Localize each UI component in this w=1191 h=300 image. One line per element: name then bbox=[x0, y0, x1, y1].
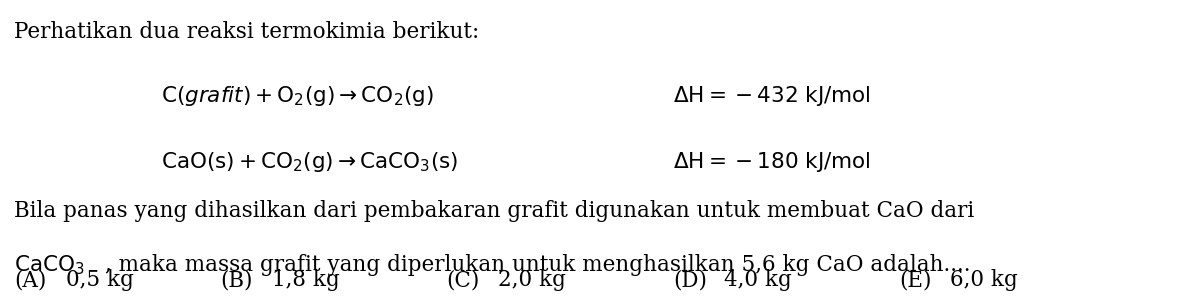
Text: (B): (B) bbox=[220, 269, 252, 291]
Text: $\mathrm{C(}\mathit{grafit}\mathrm{) + O_2(g) \rightarrow CO_2(g)}$: $\mathrm{C(}\mathit{grafit}\mathrm{) + O… bbox=[161, 84, 434, 108]
Text: 0,5 kg: 0,5 kg bbox=[66, 269, 133, 291]
Text: $\mathrm{\Delta H = -432\ kJ/mol}$: $\mathrm{\Delta H = -432\ kJ/mol}$ bbox=[673, 84, 871, 108]
Text: (D): (D) bbox=[673, 269, 707, 291]
Text: 1,8 kg: 1,8 kg bbox=[272, 269, 339, 291]
Text: Perhatikan dua reaksi termokimia berikut:: Perhatikan dua reaksi termokimia berikut… bbox=[14, 21, 480, 43]
Text: 2,0 kg: 2,0 kg bbox=[498, 269, 566, 291]
Text: (E): (E) bbox=[899, 269, 931, 291]
Text: $\mathrm{CaCO_3}$: $\mathrm{CaCO_3}$ bbox=[14, 254, 85, 277]
Text: , maka massa grafit yang diperlukan untuk menghasilkan 5,6 kg CaO adalah....: , maka massa grafit yang diperlukan untu… bbox=[106, 254, 971, 275]
Text: $\mathrm{CaO(s) + CO_2(g) \rightarrow CaCO_3(s)}$: $\mathrm{CaO(s) + CO_2(g) \rightarrow Ca… bbox=[161, 150, 459, 174]
Text: 4,0 kg: 4,0 kg bbox=[724, 269, 792, 291]
Text: Bila panas yang dihasilkan dari pembakaran grafit digunakan untuk membuat CaO da: Bila panas yang dihasilkan dari pembakar… bbox=[14, 200, 974, 221]
Text: (A): (A) bbox=[14, 269, 46, 291]
Text: (C): (C) bbox=[447, 269, 480, 291]
Text: $\mathrm{\Delta H = -180\ kJ/mol}$: $\mathrm{\Delta H = -180\ kJ/mol}$ bbox=[673, 150, 871, 174]
Text: 6,0 kg: 6,0 kg bbox=[950, 269, 1018, 291]
